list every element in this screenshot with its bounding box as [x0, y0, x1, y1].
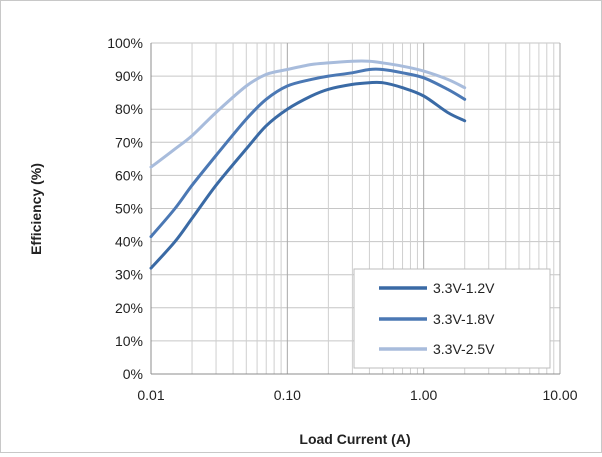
- series-lines: [149, 59, 467, 270]
- y-tick-label: 40%: [115, 234, 143, 250]
- y-tick-label: 80%: [115, 101, 143, 117]
- tick-labels: 0% 10% 20% 30% 40% 50% 60% 70% 80% 90% 100% 0.01 0.1…: [107, 35, 578, 403]
- x-tick-label: 10.00: [542, 387, 577, 403]
- y-tick-label: 50%: [115, 201, 143, 217]
- y-tick-label: 10%: [115, 333, 143, 349]
- y-tick-label: 20%: [115, 300, 143, 316]
- series-line-3: [149, 59, 467, 169]
- y-tick-label: 30%: [115, 267, 143, 283]
- series-line-1: [149, 80, 467, 270]
- x-axis-title: Load Current (A): [299, 431, 410, 447]
- y-tick-label: 90%: [115, 68, 143, 84]
- legend-label-3: 3.3V-2.5V: [433, 341, 495, 357]
- legend-label-2: 3.3V-1.8V: [433, 311, 495, 327]
- y-axis-title: Efficiency (%): [28, 163, 44, 255]
- x-tick-label: 1.00: [410, 387, 437, 403]
- legend: 3.3V-1.2V 3.3V-1.8V 3.3V-2.5V: [353, 268, 551, 369]
- x-tick-label: 0.01: [137, 387, 164, 403]
- x-tick-label: 0.10: [274, 387, 301, 403]
- y-tick-label: 100%: [107, 35, 143, 51]
- y-tick-label: 70%: [115, 134, 143, 150]
- legend-label-1: 3.3V-1.2V: [433, 280, 495, 296]
- y-tick-label: 60%: [115, 167, 143, 183]
- y-tick-label: 0%: [123, 366, 143, 382]
- series-line-2: [149, 67, 467, 239]
